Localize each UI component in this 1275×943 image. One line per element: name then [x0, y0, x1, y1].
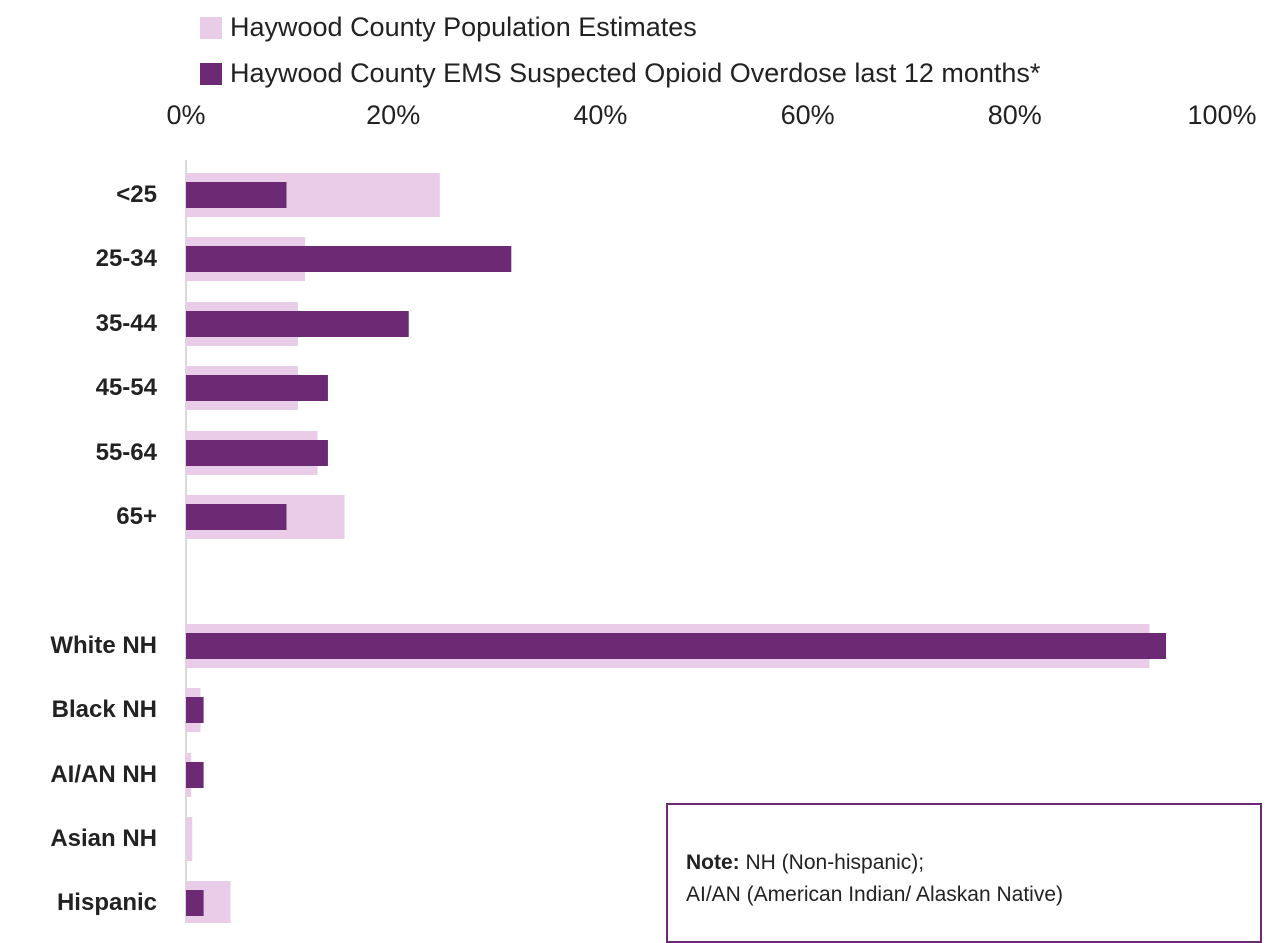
- category-label: <25: [116, 181, 157, 208]
- bar-overdose-hispanic: [186, 890, 204, 916]
- bar-overdose-white-nh: [186, 633, 1167, 659]
- x-tick-label: 60%: [780, 100, 835, 130]
- legend-item-population: Haywood County Population Estimates: [200, 12, 697, 43]
- note-label: Note:: [686, 851, 740, 874]
- category-label: 45-54: [95, 374, 157, 401]
- category-label: Black NH: [51, 696, 157, 723]
- legend-item-overdose: Haywood County EMS Suspected Opioid Over…: [200, 58, 1040, 89]
- x-tick-label: 40%: [573, 100, 628, 130]
- x-tick-label: 0%: [166, 100, 206, 130]
- legend-swatch-population: [200, 16, 222, 39]
- category-label: 55-64: [95, 439, 157, 466]
- legend-label-population: Haywood County Population Estimates: [230, 12, 697, 42]
- bar-chart: [185, 160, 1167, 923]
- category-label: White NH: [50, 632, 157, 659]
- x-tick-label: 20%: [366, 100, 421, 130]
- bar-overdose-25-34: [186, 246, 512, 272]
- legend-label-overdose: Haywood County EMS Suspected Opioid Over…: [230, 58, 1041, 88]
- note-text-1: NH (Non-hispanic);: [739, 851, 925, 874]
- x-tick-label: 100%: [1187, 100, 1257, 130]
- category-label: Asian NH: [50, 825, 157, 852]
- category-label: 65+: [116, 503, 157, 530]
- x-tick-label: 80%: [987, 100, 1042, 130]
- bar-overdose-25: [186, 182, 287, 208]
- note-line-1: Note: NH (Non-hispanic);: [686, 847, 1260, 879]
- bar-overdose-45-54: [186, 375, 328, 401]
- bar-overdose-35-44: [186, 311, 409, 337]
- legend-swatch-overdose: [200, 62, 222, 85]
- category-label: Hispanic: [56, 889, 157, 916]
- note-box: Note: NH (Non-hispanic); AI/AN (American…: [666, 803, 1262, 943]
- category-label: 25-34: [95, 245, 157, 272]
- bar-overdose-ai-an-nh: [186, 762, 204, 788]
- bar-overdose-65: [186, 504, 287, 530]
- bar-overdose-55-64: [186, 440, 328, 466]
- bar-overdose-black-nh: [186, 697, 204, 723]
- bar-population-asian-nh: [186, 817, 193, 861]
- category-label: AI/AN NH: [50, 761, 157, 788]
- category-label: 35-44: [95, 310, 157, 337]
- note-line-2: AI/AN (American Indian/ Alaskan Native): [686, 883, 1063, 906]
